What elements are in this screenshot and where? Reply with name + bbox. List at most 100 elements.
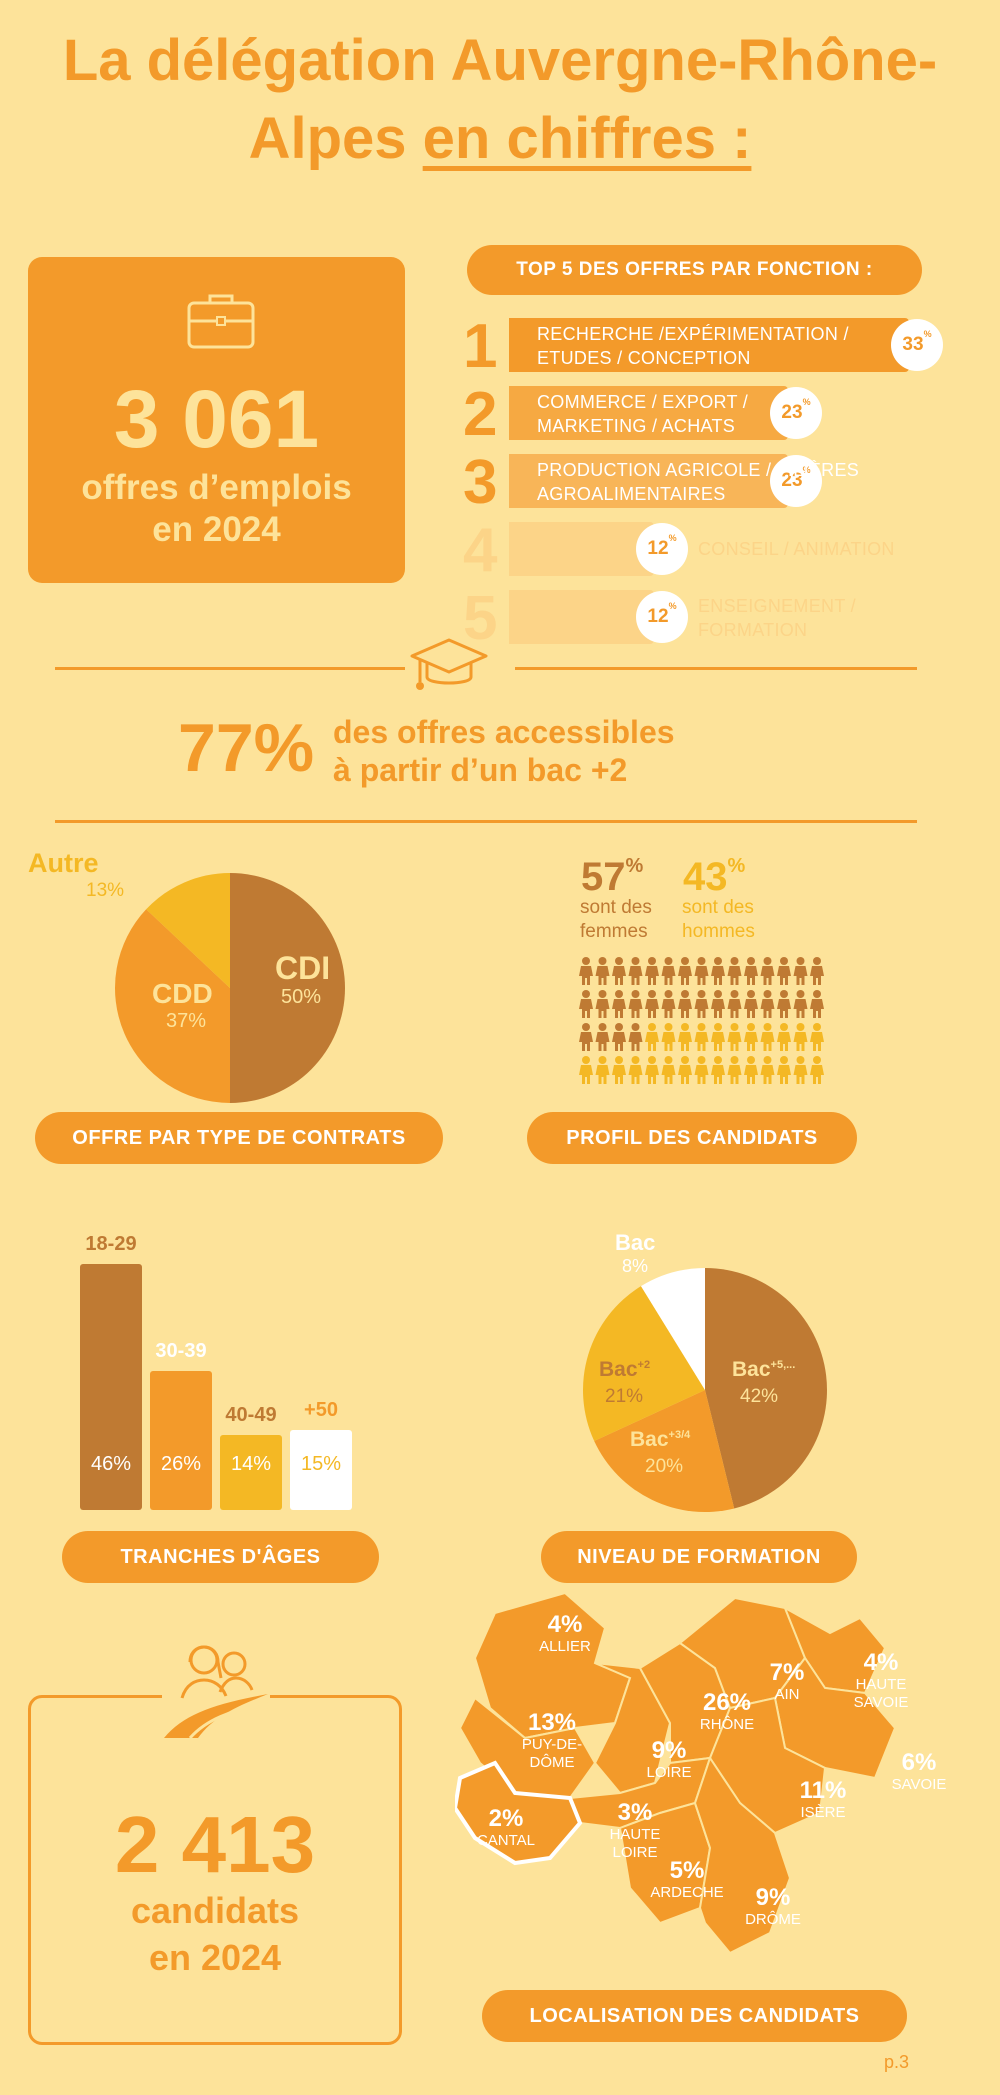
ages-pill: TRANCHES D'ÂGES <box>62 1531 379 1583</box>
education-pie <box>583 1268 827 1512</box>
person-icon <box>678 990 692 1018</box>
person-icon <box>612 1023 626 1051</box>
person-icon <box>744 1056 758 1084</box>
age-bar-label: 40-49 <box>225 1404 277 1426</box>
top5-bar <box>509 454 788 508</box>
top5-rank: 2 <box>463 380 498 449</box>
person-icon <box>694 1056 709 1084</box>
person-icon <box>793 1023 808 1051</box>
person-icon <box>760 990 775 1018</box>
contract-cdd-pct: 37% <box>166 1010 207 1032</box>
person-icon <box>579 957 593 985</box>
offers-card: 3 061 offres d’emplois en 2024 <box>28 257 405 583</box>
top5-label: PRODUCTION AGRICOLE / FILIÈRES AGROALIMEN… <box>537 460 860 504</box>
title-underlined: en chiffres : <box>422 106 752 171</box>
contracts-pill: OFFRE PAR TYPE DE CONTRATS <box>35 1112 443 1164</box>
top5-bar <box>509 318 909 372</box>
candidates-text-1: candidats <box>130 1890 300 1931</box>
pie-slice-cdd <box>114 909 230 1103</box>
person-icon <box>628 1023 643 1051</box>
profile-pill: PROFIL DES CANDIDATS <box>527 1112 857 1164</box>
edu-bac5-pct: 42% <box>740 1386 779 1407</box>
person-icon <box>661 1056 676 1084</box>
person-icon <box>645 1056 659 1084</box>
top5-label: COMMERCE / EXPORT / MARKETING / ACHATS <box>537 392 749 436</box>
map-label-isere: 11% ISÈRE <box>799 1777 847 1822</box>
age-bar-label: +50 <box>304 1399 338 1421</box>
person-icon <box>760 957 775 985</box>
person-icon <box>711 957 725 985</box>
top5-bar <box>509 522 654 576</box>
age-bar-pct: 26% <box>160 1453 202 1475</box>
person-icon <box>777 957 791 985</box>
person-icon <box>727 1023 742 1051</box>
offers-value: 3 061 <box>113 374 320 465</box>
age-bar <box>80 1264 142 1510</box>
graduation-cap-icon <box>410 638 488 690</box>
person-icon <box>744 957 758 985</box>
contract-cdd-label: CDD <box>152 978 213 1009</box>
age-bar <box>150 1371 212 1510</box>
pie-slice-bac34 <box>594 1390 735 1512</box>
person-icon <box>793 1056 808 1084</box>
person-icon <box>595 1056 610 1084</box>
person-icon <box>595 1023 610 1051</box>
person-icon <box>645 990 659 1018</box>
people-grid <box>579 957 824 1084</box>
person-icon <box>793 957 808 985</box>
person-icon <box>777 1056 791 1084</box>
edu-bac34-pct: 20% <box>645 1456 684 1477</box>
top5-chart: 1 33% RECHERCHE /EXPÉRIMENTATION / ETUDES /… <box>455 312 995 658</box>
person-icon <box>727 1056 742 1084</box>
ages-chart: 46% 18-29 26% 30-39 14% 40-49 15% +50 <box>80 1225 370 1510</box>
map-label-puy-de-dome: 13% PUY-DE- DÔME <box>521 1709 583 1772</box>
top5-pct-circle: 23% <box>770 387 822 439</box>
person-icon <box>595 990 610 1018</box>
top5-label: RECHERCHE /EXPÉRIMENTATION / ETUDES / CON… <box>537 324 849 368</box>
men-text: sont des hommes <box>682 897 755 942</box>
person-icon <box>711 1056 725 1084</box>
page-title: La délégation Auvergne-Rhône- Alpes en c… <box>0 22 1000 178</box>
person-icon <box>628 1056 643 1084</box>
edu-bac5-label: Bac+5,... <box>732 1358 796 1381</box>
person-icon <box>810 1023 824 1051</box>
person-icon <box>760 1023 775 1051</box>
contract-autre-pct: 13% <box>86 880 125 901</box>
top5-label: ENSEIGNEMENT / FORMATION <box>698 596 856 640</box>
person-icon <box>661 1023 676 1051</box>
person-icon <box>694 1023 709 1051</box>
briefcase-icon <box>187 294 255 349</box>
top5-bar <box>509 386 788 440</box>
women-value: 57% <box>581 855 644 899</box>
person-icon <box>694 957 709 985</box>
farmers-icon <box>164 1645 269 1740</box>
pie-slice-bac2 <box>583 1286 705 1442</box>
edu-bac-label: Bac <box>615 1230 656 1255</box>
title-line-1: La délégation Auvergne-Rhône- <box>62 28 938 93</box>
page-number: p.3 <box>884 2052 910 2072</box>
edu-bac2-pct: 21% <box>605 1386 644 1407</box>
person-icon <box>579 1023 593 1051</box>
map-label-drome: 9% DRÔME <box>745 1884 801 1929</box>
top5-pct-circle: 12% <box>636 591 688 643</box>
candidates-text-2: en 2024 <box>148 1937 282 1978</box>
region-drome <box>693 1755 792 1955</box>
top5-rank: 1 <box>463 312 498 381</box>
contracts-pie <box>114 873 345 1103</box>
map-label-ain: 7% AIN <box>769 1659 805 1704</box>
person-icon <box>711 990 725 1018</box>
bac-text-1: des offres accessibles <box>333 714 675 750</box>
women-text: sont des femmes <box>580 897 652 942</box>
person-icon <box>678 1023 692 1051</box>
person-icon <box>645 1023 659 1051</box>
map-pill: LOCALISATION DES CANDIDATS <box>482 1990 907 2042</box>
person-icon <box>760 1056 775 1084</box>
top5-pct-circle: 23% <box>770 455 822 507</box>
top5-rank: 5 <box>463 584 498 653</box>
title-line-2: Alpes en chiffres : <box>248 106 752 171</box>
map-label-ardeche: 5% ARDECHE <box>650 1857 724 1902</box>
person-icon <box>628 990 643 1018</box>
bac-text-2: à partir d’un bac +2 <box>333 752 628 788</box>
contract-cdi-label: CDI <box>275 950 331 986</box>
person-icon <box>711 1023 725 1051</box>
